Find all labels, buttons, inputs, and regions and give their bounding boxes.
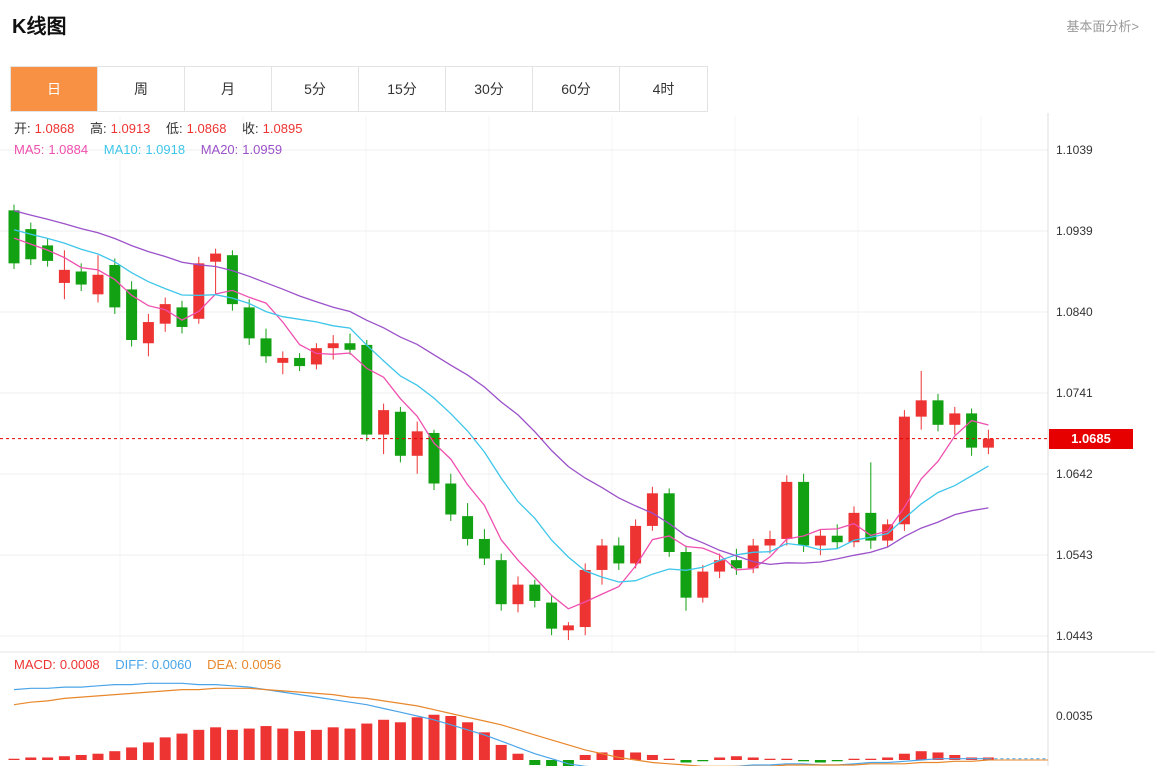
close-label: 收: xyxy=(242,121,259,136)
ma10-value: 1.0918 xyxy=(145,142,186,157)
ma20-label: MA20: xyxy=(200,142,239,157)
svg-text:1.1039: 1.1039 xyxy=(1056,143,1093,157)
timeframe-tab-7[interactable]: 60分 xyxy=(533,67,620,111)
high-value: 1.0913 xyxy=(110,121,151,136)
ma5-label: MA5: xyxy=(14,142,45,157)
svg-text:1.0642: 1.0642 xyxy=(1056,467,1093,481)
svg-text:1.0543: 1.0543 xyxy=(1056,548,1093,562)
timeframe-tab-4[interactable]: 5分 xyxy=(272,67,359,111)
macd-legend: MACD: 0.0008 DIFF: 0.0060 DEA: 0.0056 xyxy=(14,657,293,672)
open-label: 开: xyxy=(14,121,31,136)
svg-text:1.0939: 1.0939 xyxy=(1056,224,1093,238)
page-title: K线图 xyxy=(12,16,67,38)
ma10-label: MA10: xyxy=(103,142,142,157)
timeframe-tab-1[interactable]: 日 xyxy=(11,67,98,111)
diff-value: 0.0060 xyxy=(151,657,192,672)
ohlc-legend: 开: 1.0868 高: 1.0913 低: 1.0868 收: 1.0895 xyxy=(14,118,314,137)
svg-text:1.0741: 1.0741 xyxy=(1056,386,1093,400)
dea-label: DEA: xyxy=(207,657,238,672)
ma5-value: 1.0884 xyxy=(48,142,89,157)
low-value: 1.0868 xyxy=(186,121,227,136)
svg-text:1.0443: 1.0443 xyxy=(1056,629,1093,643)
timeframe-tab-5[interactable]: 15分 xyxy=(359,67,446,111)
dea-value: 0.0056 xyxy=(241,657,282,672)
svg-text:0.0035: 0.0035 xyxy=(1056,709,1093,723)
open-value: 1.0868 xyxy=(34,121,75,136)
timeframe-tab-3[interactable]: 月 xyxy=(185,67,272,111)
ma-legend: MA5: 1.0884 MA10: 1.0918 MA20: 1.0959 xyxy=(14,142,294,157)
timeframe-tab-8[interactable]: 4时 xyxy=(620,67,707,111)
timeframe-tab-2[interactable]: 周 xyxy=(98,67,185,111)
diff-label: DIFF: xyxy=(115,657,148,672)
svg-text:1.0840: 1.0840 xyxy=(1056,305,1093,319)
low-label: 低: xyxy=(166,121,183,136)
macd-value: 0.0008 xyxy=(59,657,100,672)
timeframe-tab-6[interactable]: 30分 xyxy=(446,67,533,111)
high-label: 高: xyxy=(90,121,107,136)
close-value: 1.0895 xyxy=(262,121,303,136)
timeframe-tabs: 日周月 5分 15分 30分 60分 4时 xyxy=(10,66,708,112)
current-price-badge: 1.0685 xyxy=(1049,429,1133,449)
macd-label: MACD: xyxy=(14,657,56,672)
ma20-value: 1.0959 xyxy=(242,142,283,157)
fundamental-analysis-link[interactable]: 基本面分析> xyxy=(1066,19,1139,34)
